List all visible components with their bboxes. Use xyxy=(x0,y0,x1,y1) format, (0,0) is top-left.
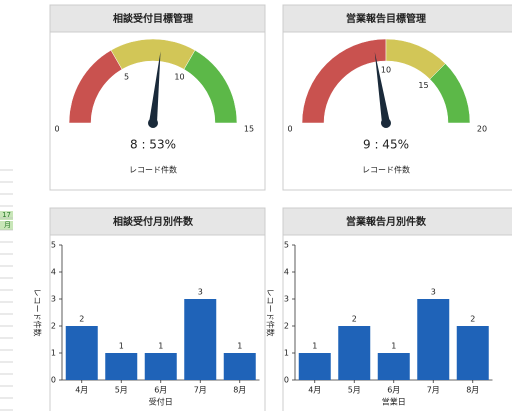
y-tick-label: 3 xyxy=(284,295,289,304)
gauge-needle xyxy=(149,51,161,124)
gauge-tick-label: 20 xyxy=(477,125,487,134)
panel-title: 相談受付目標管理 xyxy=(113,12,193,25)
gauge-tick-label: 0 xyxy=(287,125,292,134)
bar-value-label: 1 xyxy=(391,342,396,351)
y-tick-label: 4 xyxy=(284,268,289,277)
x-tick-label: 6月 xyxy=(387,386,400,395)
panel xyxy=(282,207,512,411)
x-tick-label: 6月 xyxy=(154,386,167,395)
gauge-tick-label: 15 xyxy=(418,81,428,90)
y-tick-label: 1 xyxy=(51,349,56,358)
gauge-tick-label: 10 xyxy=(381,66,391,75)
gauge-subtitle: レコード件数 xyxy=(362,165,410,175)
panel-title: 相談受付月別件数 xyxy=(113,215,194,228)
x-axis-label: 営業日 xyxy=(382,397,406,407)
x-tick-label: 8月 xyxy=(466,386,479,395)
panel-header xyxy=(49,207,266,236)
panel-header xyxy=(282,4,512,33)
y-tick-label: 5 xyxy=(284,241,289,250)
x-tick-label: 5月 xyxy=(348,386,361,395)
y-axis-label: レコード件数 xyxy=(266,289,276,337)
gauge-needle xyxy=(374,51,390,124)
gauge-band xyxy=(429,63,471,124)
sidebar: 17 月 xyxy=(0,211,13,230)
panel-header xyxy=(282,207,512,236)
gauge-tick-label: 5 xyxy=(124,73,129,82)
bar-value-label: 1 xyxy=(158,342,163,351)
bar-value-label: 1 xyxy=(237,342,242,351)
x-axis-label: 受付日 xyxy=(149,397,173,407)
bar-value-label: 2 xyxy=(352,315,357,324)
gauge-hub xyxy=(381,118,391,128)
bar-value-label: 2 xyxy=(470,315,475,324)
bar-value-label: 3 xyxy=(198,288,203,297)
bar xyxy=(298,353,331,380)
bar xyxy=(456,326,489,380)
gauge-hub xyxy=(148,118,158,128)
panel-header xyxy=(49,4,266,33)
bar xyxy=(417,299,450,380)
y-tick-label: 2 xyxy=(51,322,56,331)
y-tick-label: 0 xyxy=(284,376,289,385)
sidebar-text: 月 xyxy=(4,221,11,229)
y-tick-label: 0 xyxy=(51,376,56,385)
gauge-tick-label: 0 xyxy=(54,125,59,134)
gauge-band xyxy=(183,49,238,124)
x-tick-label: 4月 xyxy=(308,386,321,395)
panel-title: 営業報告目標管理 xyxy=(346,12,426,25)
bar xyxy=(338,326,371,380)
bar-value-label: 3 xyxy=(431,288,436,297)
y-tick-label: 5 xyxy=(51,241,56,250)
gauge-tick-label: 15 xyxy=(244,125,254,134)
y-tick-label: 2 xyxy=(284,322,289,331)
x-tick-label: 7月 xyxy=(427,386,440,395)
gauge-subtitle: レコード件数 xyxy=(129,165,177,175)
bar xyxy=(65,326,98,380)
y-tick-label: 4 xyxy=(51,268,56,277)
x-tick-label: 8月 xyxy=(233,386,246,395)
gauge-value-label: 9 : 45% xyxy=(363,138,409,152)
bar-value-label: 1 xyxy=(312,342,317,351)
y-tick-label: 3 xyxy=(51,295,56,304)
panel xyxy=(49,207,266,411)
bar xyxy=(144,353,177,380)
bar-value-label: 2 xyxy=(79,315,84,324)
bar-value-label: 1 xyxy=(119,342,124,351)
sidebar-text: 17 xyxy=(2,211,11,219)
gauge-tick-label: 10 xyxy=(174,73,184,82)
x-tick-label: 7月 xyxy=(194,386,207,395)
gauge-value-label: 8 : 53% xyxy=(130,138,176,152)
panel-title: 営業報告月別件数 xyxy=(346,215,427,228)
bar xyxy=(377,353,410,380)
x-tick-label: 4月 xyxy=(75,386,88,395)
sidebar-cell xyxy=(0,211,13,220)
y-tick-label: 1 xyxy=(284,349,289,358)
bar xyxy=(105,353,138,380)
y-axis-label: レコード件数 xyxy=(33,289,43,337)
sidebar-cell xyxy=(0,221,13,230)
x-tick-label: 5月 xyxy=(115,386,128,395)
bar xyxy=(223,353,256,380)
bar xyxy=(184,299,217,380)
